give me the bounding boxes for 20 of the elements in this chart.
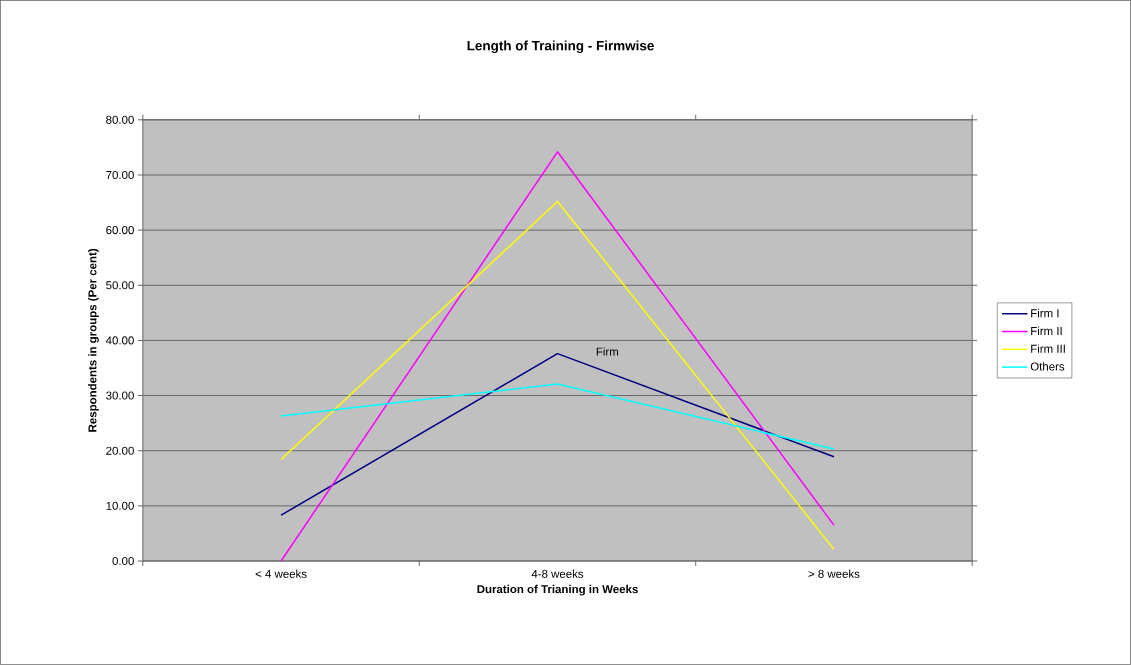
y-tick-label: 40.00 bbox=[105, 336, 134, 345]
y-tick-label: 30.00 bbox=[106, 391, 134, 400]
y-tick-label: 20.00 bbox=[106, 446, 134, 455]
x-tick-label: > 8 weeks bbox=[808, 569, 860, 579]
x-tick-label: < 4 weeks bbox=[255, 569, 307, 579]
legend-label: Firm III bbox=[1031, 344, 1065, 353]
annotation: Firm bbox=[596, 347, 619, 356]
legend-label: Firm I bbox=[1031, 308, 1059, 318]
x-tick-label: 4-8 weeks bbox=[531, 569, 584, 579]
y-tick-label: 70.00 bbox=[106, 170, 134, 180]
y-axis-title: Respondents in groups (Per cent) bbox=[88, 249, 99, 432]
y-tick-label: 50.00 bbox=[106, 281, 134, 290]
y-tick-label: 80.00 bbox=[106, 115, 134, 124]
y-tick-label: 60.00 bbox=[106, 226, 134, 235]
y-tick-label: 10.00 bbox=[106, 501, 134, 510]
legend-label: Firm II bbox=[1031, 326, 1062, 335]
x-axis-title: Duration of Trianing in Weeks bbox=[477, 584, 638, 596]
legend-label: Others bbox=[1030, 362, 1065, 371]
y-tick-label: 0.00 bbox=[112, 557, 134, 566]
chart-title: Length of Training - Firmwise bbox=[467, 40, 654, 54]
